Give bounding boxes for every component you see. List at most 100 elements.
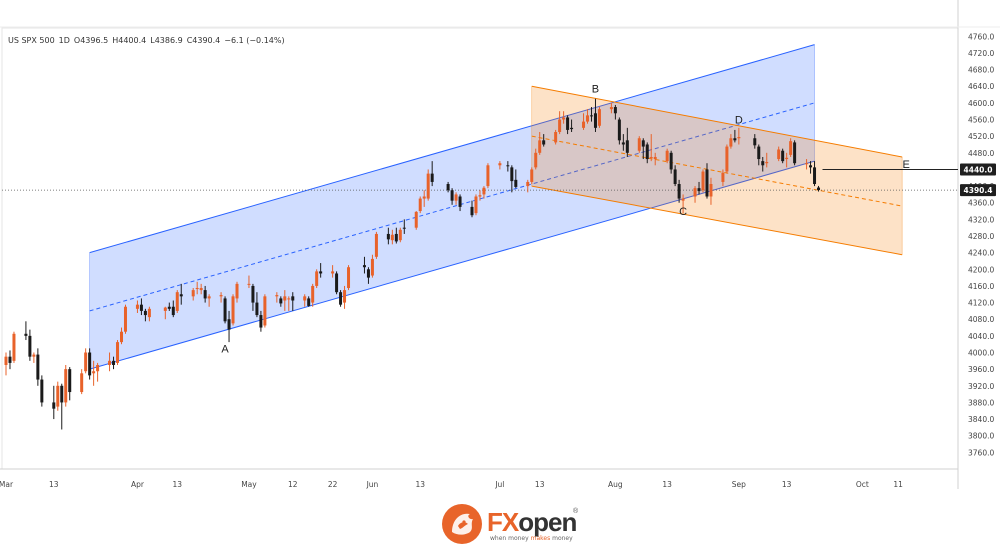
y-tick-label: 4560.0 [968, 116, 994, 125]
candle-body [641, 140, 645, 147]
candle-body [765, 161, 769, 164]
candle-body [191, 290, 195, 297]
candle-body [677, 184, 681, 199]
candle-body [32, 354, 36, 357]
candle-body [36, 354, 40, 380]
legend-symbol: US SPX 500 [8, 36, 55, 45]
candle-body [570, 127, 574, 130]
candle-body [709, 184, 713, 197]
candle-body [609, 107, 613, 110]
candle-body [135, 304, 139, 309]
fxopen-logo: FXopen ® when money makes money [440, 502, 590, 546]
x-tick-label: 22 [328, 480, 338, 489]
y-tick-label: 4320.0 [968, 215, 994, 224]
candle-body [64, 369, 68, 403]
y-tick-label: 3880.0 [968, 398, 994, 407]
candle-body [227, 319, 231, 330]
x-tick-label: Mar [0, 480, 14, 489]
y-tick-label: 4480.0 [968, 149, 994, 158]
candle-body [4, 356, 8, 365]
price-badge-label: 4390.4 [964, 186, 993, 195]
point-label-e: E [902, 159, 909, 171]
candle-body [586, 115, 590, 122]
candle-body [147, 308, 151, 318]
candle-body [621, 142, 625, 145]
candle-body [123, 306, 127, 332]
candle-body [486, 165, 490, 187]
y-tick-label: 3920.0 [968, 382, 994, 391]
candle-body [470, 206, 474, 216]
y-tick-label: 4040.0 [968, 332, 994, 341]
candle-body [199, 288, 203, 291]
candle-body [530, 169, 534, 182]
candle-body [514, 179, 518, 187]
candle-body [108, 360, 112, 365]
candle-body [40, 379, 44, 403]
candle-body [275, 295, 279, 297]
candle-body [566, 117, 570, 130]
candle-body [789, 141, 793, 155]
candle-body [259, 315, 263, 328]
candle-body [207, 296, 211, 299]
symbol-legend: US SPX 500 1D O4396.5 H4400.4 L4386.9 C4390.4… [8, 36, 289, 45]
legend-change: −6.1 (−0.14%) [224, 36, 285, 45]
candle-body [625, 140, 629, 153]
candle-body [120, 331, 124, 343]
candle-body [370, 258, 374, 276]
candle-body [414, 211, 418, 228]
candle-body [167, 306, 171, 309]
candle-body [263, 296, 267, 326]
descending-channel-lower-line [531, 185, 903, 256]
candle-body [402, 227, 406, 229]
candle-body [279, 298, 283, 304]
candle-body [562, 117, 566, 120]
candle-body [665, 150, 669, 162]
logo-wordmark: FXopen [487, 507, 577, 537]
candle-body [506, 165, 510, 167]
candle-body [394, 233, 398, 242]
candle-body [725, 146, 729, 172]
y-tick-label: 3960.0 [968, 365, 994, 374]
candle-body [362, 265, 366, 268]
candle-body [761, 161, 765, 166]
candle-body [781, 150, 785, 162]
candle-body [510, 167, 514, 182]
candle-body [693, 188, 697, 197]
candle-body [88, 352, 92, 376]
candle-body [474, 196, 478, 214]
x-tick-label: Oct [856, 480, 869, 489]
candle-body [426, 173, 430, 199]
x-tick-label: 13 [172, 480, 182, 489]
y-tick-label: 4360.0 [968, 199, 994, 208]
candle-body [757, 146, 761, 160]
candle-body [478, 195, 482, 197]
candle-body [526, 181, 530, 187]
candle-body [231, 296, 235, 324]
x-tick-label: 13 [415, 480, 425, 489]
candle-body [498, 163, 502, 166]
candle-body [366, 269, 370, 278]
point-label-b: B [592, 83, 599, 95]
candle-body [721, 172, 725, 182]
y-tick-label: 4280.0 [968, 232, 994, 241]
candle-body [374, 233, 378, 257]
candle-body [255, 302, 259, 316]
candle-body [669, 152, 673, 170]
candle-body [418, 198, 422, 212]
candle-body [235, 283, 239, 299]
x-tick-label: 11 [893, 480, 903, 489]
ascending-channel-upper-line [89, 44, 815, 254]
candle-body [60, 385, 64, 403]
x-tick-label: 13 [782, 480, 792, 489]
candle-body [390, 234, 394, 241]
candle-body [311, 285, 315, 303]
candle-body [422, 196, 426, 199]
candle-body [195, 288, 199, 290]
candle-body [52, 402, 56, 409]
legend-high: H4400.4 [112, 36, 147, 45]
candle-body [307, 298, 311, 306]
candle-body [247, 283, 251, 285]
candle-body [817, 187, 821, 191]
x-tick-label: Jun [366, 480, 379, 489]
